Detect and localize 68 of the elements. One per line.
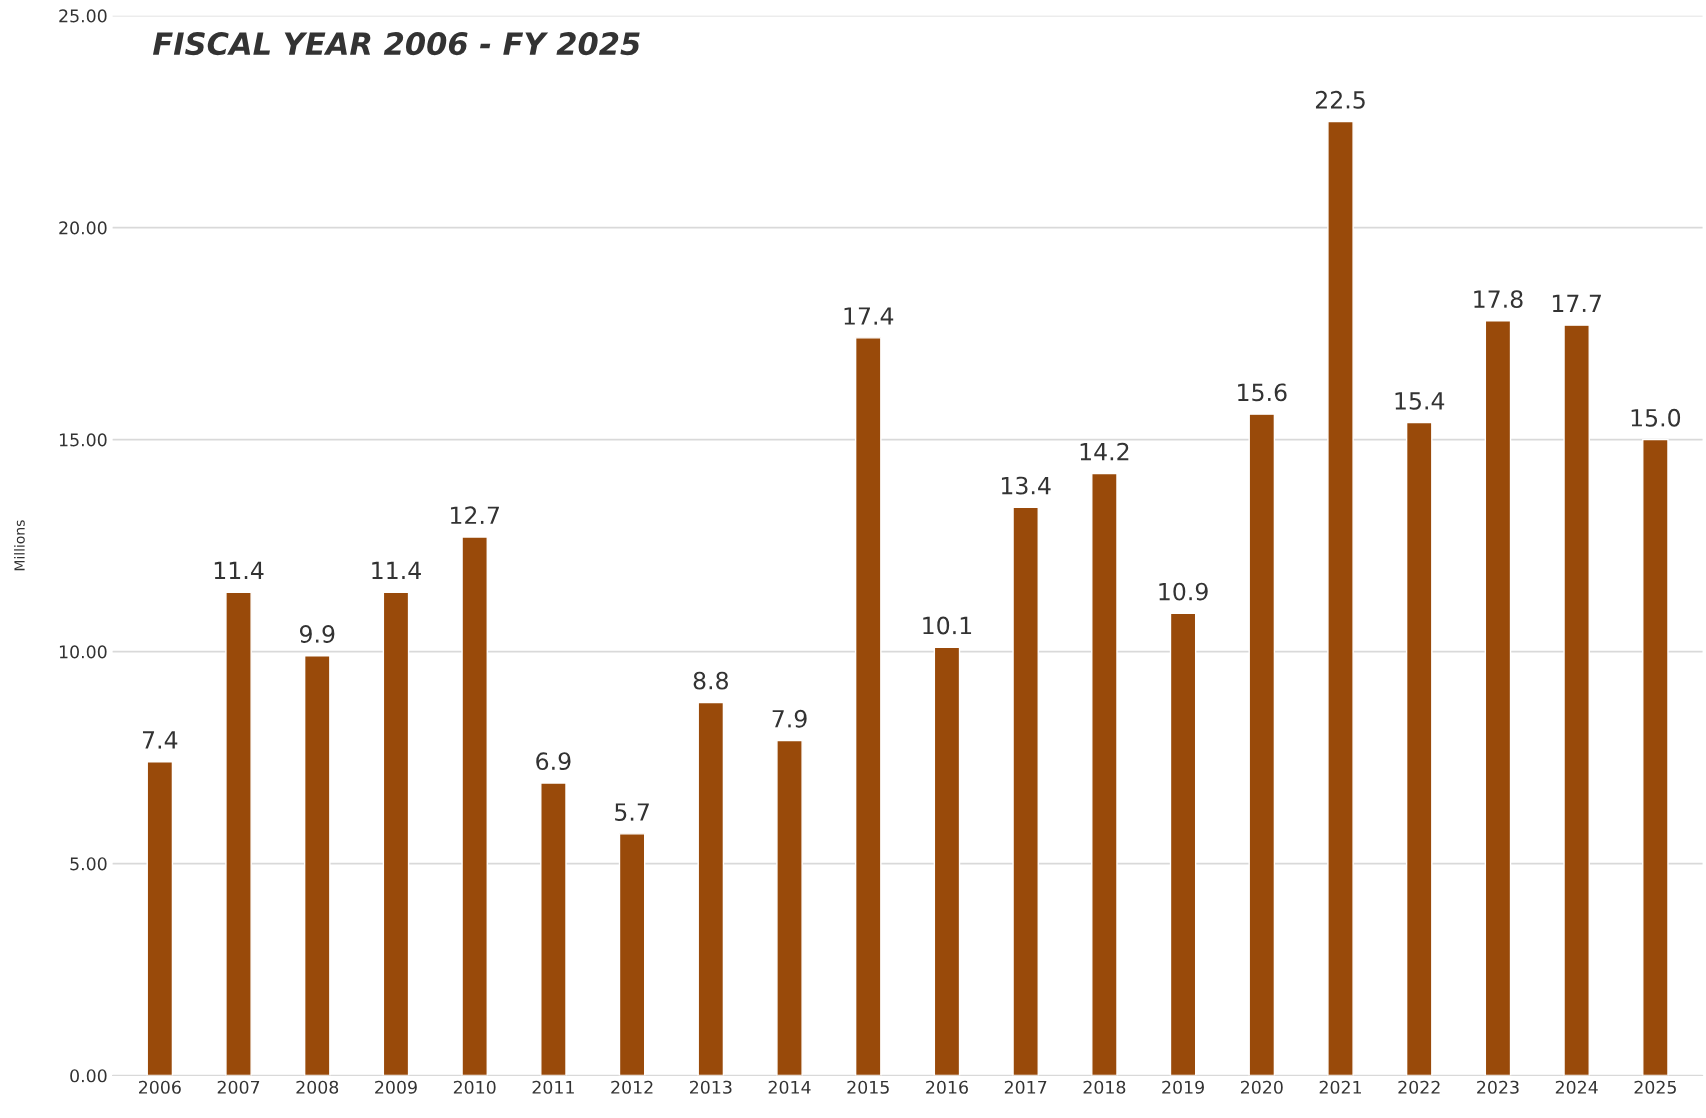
bar [854, 337, 882, 1076]
x-tick-label: 2013 [689, 1080, 732, 1094]
x-tick-label: 2012 [611, 1080, 653, 1094]
bar [1091, 472, 1118, 1076]
x-tick-label: 2025 [1634, 1080, 1676, 1094]
data-label: 7.9 [772, 709, 807, 728]
bar [540, 782, 567, 1076]
x-tick-label: 2016 [926, 1080, 968, 1094]
bar [225, 591, 252, 1076]
data-label: 8.8 [693, 671, 728, 690]
x-tick-label: 2021 [1319, 1080, 1361, 1094]
data-label: 10.9 [1159, 582, 1208, 601]
bar [1169, 612, 1197, 1076]
x-tick-label: 2006 [139, 1080, 181, 1094]
bar [1642, 438, 1669, 1076]
data-label: 17.8 [1474, 290, 1523, 308]
data-label: 5.7 [615, 803, 649, 821]
bar [618, 833, 646, 1076]
x-tick-label: 2019 [1162, 1080, 1204, 1094]
data-label: 13.4 [1001, 476, 1051, 495]
data-label: 10.1 [923, 616, 972, 635]
bar [382, 591, 410, 1076]
bar [303, 655, 331, 1076]
bar [1484, 320, 1512, 1076]
data-label: 9.9 [299, 625, 335, 643]
y-tick-label: 15.00 [59, 433, 107, 447]
bar [1012, 506, 1039, 1076]
data-label: 14.2 [1080, 442, 1129, 461]
x-tick-label: 2009 [375, 1080, 417, 1094]
data-label: 15.6 [1238, 383, 1287, 402]
bar [1248, 413, 1276, 1076]
x-tick-label: 2018 [1083, 1080, 1126, 1094]
data-label: 7.4 [142, 731, 178, 749]
data-label: 12.7 [450, 506, 499, 524]
y-tick-label: 20.00 [59, 221, 107, 235]
data-label: 17.7 [1552, 294, 1601, 312]
y-axis-title: Millions [14, 520, 25, 571]
data-label: 6.9 [536, 752, 571, 771]
bar [776, 739, 803, 1076]
y-tick-label: 25.00 [59, 9, 107, 23]
y-tick-label: 0.00 [70, 1069, 107, 1083]
x-tick-label: 2007 [217, 1080, 260, 1094]
y-tick-label: 5.00 [70, 857, 107, 871]
x-tick-label: 2015 [847, 1080, 889, 1094]
x-tick-label: 2011 [532, 1080, 574, 1094]
bar [461, 536, 488, 1076]
x-tick-label: 2017 [1004, 1080, 1047, 1094]
data-label: 11.4 [214, 561, 264, 579]
chart-title: FISCAL YEAR 2006 - FY 2025 [152, 32, 640, 56]
bar [697, 701, 725, 1076]
bar [1563, 324, 1590, 1076]
x-tick-label: 2023 [1477, 1080, 1519, 1094]
bar [1327, 120, 1354, 1076]
x-tick-label: 2010 [453, 1080, 496, 1094]
x-tick-label: 2020 [1240, 1080, 1283, 1094]
x-tick-label: 2008 [296, 1080, 339, 1094]
x-tick-label: 2024 [1555, 1080, 1598, 1094]
bar [1405, 421, 1433, 1076]
data-label: 17.4 [844, 307, 894, 325]
y-tick-label: 10.00 [59, 645, 107, 659]
data-label: 11.4 [372, 561, 421, 579]
data-label: 22.5 [1315, 90, 1365, 109]
bar [146, 761, 174, 1076]
x-tick-label: 2022 [1398, 1080, 1440, 1094]
bar [933, 646, 961, 1076]
data-label: 15.4 [1395, 392, 1445, 410]
data-label: 15.0 [1631, 408, 1681, 427]
x-tick-label: 2014 [768, 1080, 811, 1094]
